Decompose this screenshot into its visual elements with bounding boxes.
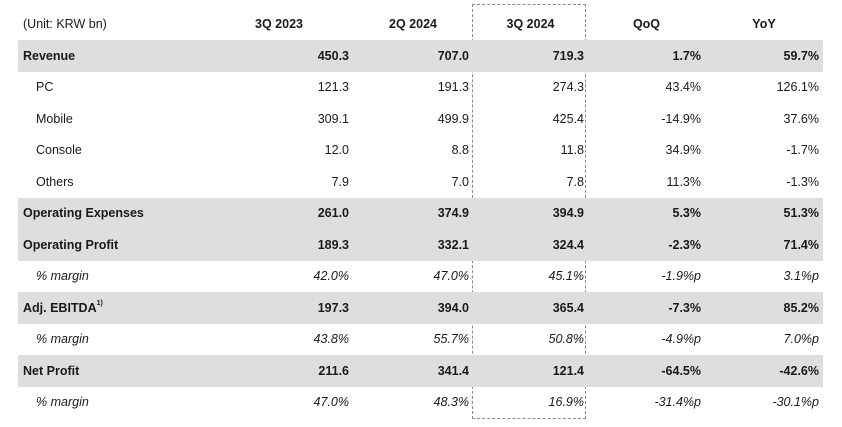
cell-value: 1.7%	[588, 40, 705, 72]
row-label: Console	[36, 143, 82, 158]
cell-value: 121.3	[317, 80, 349, 95]
cell-value: 365.4	[473, 292, 588, 324]
cell-value: 719.3	[473, 40, 588, 72]
cell-value: 12.0	[324, 143, 349, 158]
cell-value: 121.4	[473, 355, 588, 387]
column-header: 2Q 2024	[389, 17, 437, 31]
footnote-marker: 1)	[96, 299, 103, 307]
unit-label: (Unit: KRW bn)	[23, 17, 107, 31]
cell-value: 309.1	[317, 111, 349, 126]
cell-value: 7.0%p	[783, 332, 819, 347]
cell-value: -42.6%	[705, 355, 823, 387]
cell-value: 394.0	[353, 292, 473, 324]
row-label: Adj. EBITDA1)	[18, 292, 205, 324]
table-row-others: Others 7.9 7.0 7.8 11.3% -1.3%	[18, 166, 823, 198]
table-row-revenue: Revenue 450.3 707.0 719.3 1.7% 59.7%	[18, 40, 823, 72]
cell-value: 374.9	[353, 197, 473, 229]
cell-value: 16.9%	[548, 395, 584, 410]
cell-value: 189.3	[205, 229, 353, 261]
adj-ebitda-label: Adj. EBITDA	[23, 300, 97, 315]
cell-value: -4.9%p	[661, 332, 701, 347]
cell-value: 45.1%	[548, 269, 584, 284]
cell-value: -31.4%p	[654, 395, 701, 410]
cell-value: 341.4	[353, 355, 473, 387]
cell-value: 43.8%	[313, 332, 349, 347]
cell-value: 197.3	[205, 292, 353, 324]
table-row-operating-expenses: Operating Expenses 261.0 374.9 394.9 5.3…	[18, 197, 823, 229]
table-row-net-margin: % margin 47.0% 48.3% 16.9% -31.4%p -30.1…	[18, 387, 823, 419]
table-row-operating-profit: Operating Profit 189.3 332.1 324.4 -2.3%…	[18, 229, 823, 261]
table-row-console: Console 12.0 8.8 11.8 34.9% -1.7%	[18, 135, 823, 167]
cell-value: 324.4	[473, 229, 588, 261]
row-label: Revenue	[18, 40, 205, 72]
cell-value: 47.0%	[313, 395, 349, 410]
column-header: 3Q 2023	[255, 17, 303, 31]
row-label: Mobile	[36, 111, 73, 126]
row-label: Others	[36, 174, 74, 189]
cell-value: 43.4%	[665, 80, 701, 95]
cell-value: -1.9%p	[661, 269, 701, 284]
cell-value: 7.9	[331, 174, 349, 189]
table-row-pc: PC 121.3 191.3 274.3 43.4% 126.1%	[18, 72, 823, 104]
row-label: % margin	[36, 269, 89, 284]
cell-value: 261.0	[205, 197, 353, 229]
cell-value: 11.8	[560, 143, 584, 158]
cell-value: -2.3%	[588, 229, 705, 261]
cell-value: 332.1	[353, 229, 473, 261]
cell-value: 3.1%p	[783, 269, 819, 284]
column-header: QoQ	[632, 17, 661, 31]
cell-value: 7.0	[451, 174, 469, 189]
financial-summary-table: (Unit: KRW bn) 3Q 2023 2Q 2024 3Q 2024 Q…	[18, 8, 823, 418]
row-label: % margin	[36, 395, 89, 410]
cell-value: -64.5%	[588, 355, 705, 387]
cell-value: 34.9%	[665, 143, 701, 158]
cell-value: 707.0	[353, 40, 473, 72]
row-label: PC	[36, 80, 54, 95]
cell-value: 5.3%	[588, 197, 705, 229]
cell-value: 55.7%	[433, 332, 469, 347]
cell-value: -1.3%	[786, 174, 819, 189]
cell-value: 50.8%	[548, 332, 584, 347]
column-header: 3Q 2024	[506, 17, 555, 31]
column-header: YoY	[752, 17, 776, 31]
row-label: Operating Expenses	[18, 197, 205, 229]
table-row-ebitda-margin: % margin 43.8% 55.7% 50.8% -4.9%p 7.0%p	[18, 324, 823, 356]
cell-value: -1.7%	[786, 143, 819, 158]
row-label: Operating Profit	[18, 229, 205, 261]
cell-value: -14.9%	[661, 111, 701, 126]
cell-value: 425.4	[552, 111, 584, 126]
cell-value: 211.6	[205, 355, 353, 387]
cell-value: -30.1%p	[772, 395, 819, 410]
cell-value: 85.2%	[705, 292, 823, 324]
cell-value: 8.8	[451, 143, 469, 158]
cell-value: 394.9	[473, 197, 588, 229]
cell-value: 59.7%	[705, 40, 823, 72]
cell-value: 274.3	[552, 80, 584, 95]
cell-value: 48.3%	[433, 395, 469, 410]
cell-value: 11.3%	[666, 174, 701, 189]
table-row-mobile: Mobile 309.1 499.9 425.4 -14.9% 37.6%	[18, 103, 823, 135]
header-row: (Unit: KRW bn) 3Q 2023 2Q 2024 3Q 2024 Q…	[18, 8, 823, 40]
cell-value: 71.4%	[705, 229, 823, 261]
row-label: % margin	[36, 332, 89, 347]
cell-value: 126.1%	[776, 80, 819, 95]
cell-value: 191.3	[437, 80, 469, 95]
cell-value: 7.8	[566, 174, 584, 189]
cell-value: 47.0%	[433, 269, 469, 284]
cell-value: 499.9	[437, 111, 469, 126]
cell-value: 37.6%	[783, 111, 819, 126]
cell-value: 450.3	[205, 40, 353, 72]
cell-value: 42.0%	[313, 269, 349, 284]
table-row-adj-ebitda: Adj. EBITDA1) 197.3 394.0 365.4 -7.3% 85…	[18, 292, 823, 324]
cell-value: -7.3%	[588, 292, 705, 324]
cell-value: 51.3%	[705, 197, 823, 229]
table-row-operating-margin: % margin 42.0% 47.0% 45.1% -1.9%p 3.1%p	[18, 261, 823, 293]
row-label: Net Profit	[18, 355, 205, 387]
table-row-net-profit: Net Profit 211.6 341.4 121.4 -64.5% -42.…	[18, 355, 823, 387]
